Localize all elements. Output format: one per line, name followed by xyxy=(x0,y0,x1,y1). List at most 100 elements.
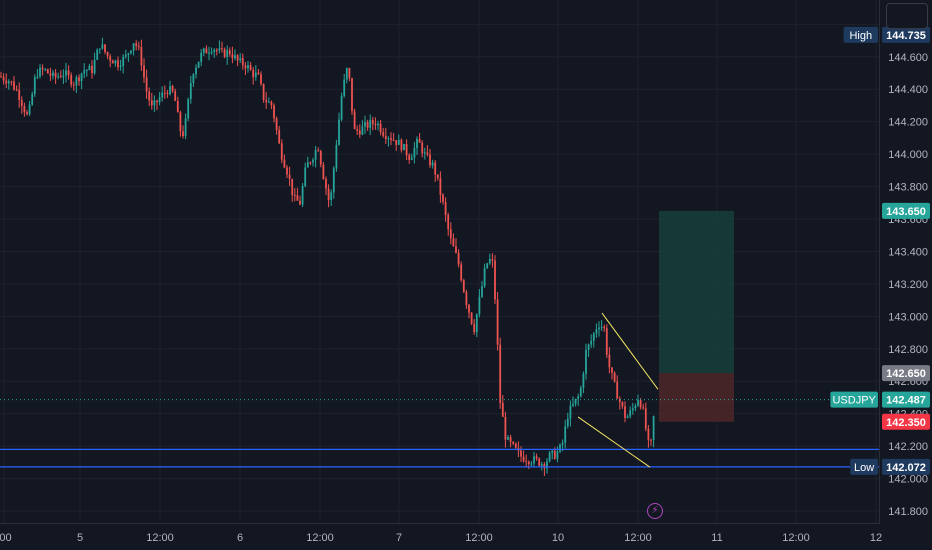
candle-body xyxy=(626,416,629,418)
candle-body xyxy=(67,70,70,76)
candle-body xyxy=(127,53,130,55)
candle-body xyxy=(444,201,447,216)
candle-body xyxy=(579,387,582,397)
candle-body xyxy=(62,75,65,78)
candle-body xyxy=(548,452,551,462)
candle-body xyxy=(533,456,535,464)
candle-body xyxy=(31,94,34,105)
candle-body xyxy=(228,50,231,55)
candle-body xyxy=(286,167,288,175)
candle-body xyxy=(163,92,166,94)
candle-body xyxy=(278,129,281,144)
candle-body xyxy=(514,443,517,448)
chart-settings-button[interactable] xyxy=(886,3,928,29)
candle-body xyxy=(223,49,226,58)
price-tick-label: 142.000 xyxy=(888,474,928,486)
candle-body xyxy=(33,77,36,95)
candle-body xyxy=(595,329,598,334)
lightning-icon[interactable]: ⚡ xyxy=(647,503,663,519)
candle-body xyxy=(322,164,325,179)
candle-body xyxy=(652,416,655,441)
time-tick-label: 12:00 xyxy=(782,532,810,544)
low-label-bg xyxy=(882,458,930,475)
candle-body xyxy=(585,350,587,374)
time-tick-label: 7 xyxy=(396,532,402,544)
candle-body xyxy=(475,314,478,333)
candle-body xyxy=(192,74,195,84)
candle-body xyxy=(135,43,138,46)
candle-body xyxy=(291,178,294,195)
candle-body xyxy=(65,70,67,76)
candle-body xyxy=(114,60,117,64)
low-label: 142.072 xyxy=(886,462,926,474)
high-label: 144.735 xyxy=(886,30,926,42)
candle-body xyxy=(174,91,177,101)
candle-body xyxy=(59,76,62,78)
candle-body xyxy=(231,54,234,59)
candle-body xyxy=(449,229,452,239)
current-price-label-prefix-bg xyxy=(830,391,878,408)
candle-body xyxy=(236,55,239,61)
candle-body xyxy=(215,49,218,51)
candle-body xyxy=(187,99,190,119)
candle-body xyxy=(353,111,356,130)
candle-body xyxy=(176,100,179,113)
candle-body xyxy=(169,86,171,95)
candle-body xyxy=(93,59,96,74)
candle-body xyxy=(104,44,106,52)
candle-body xyxy=(254,72,257,78)
candle-body xyxy=(171,86,174,92)
candle-body xyxy=(156,100,158,103)
price-axis[interactable] xyxy=(879,0,932,524)
candle-body xyxy=(36,76,39,78)
candle-body xyxy=(361,126,364,135)
candle-body xyxy=(252,70,255,78)
candle-body xyxy=(247,65,249,69)
candle-body xyxy=(356,129,359,131)
candle-body xyxy=(49,73,52,76)
candle-body xyxy=(150,100,153,106)
candle-body xyxy=(582,373,585,388)
wedge-upper-line xyxy=(601,312,659,390)
target-zone xyxy=(659,210,734,374)
price-tick-label: 141.800 xyxy=(888,506,928,518)
candle-body xyxy=(98,48,101,50)
candle-body xyxy=(608,354,611,368)
candle-body xyxy=(306,162,309,168)
candle-body xyxy=(644,408,647,429)
candle-body xyxy=(10,81,13,83)
time-tick-label: 12:00 xyxy=(624,532,652,544)
candle-body xyxy=(434,162,437,175)
price-tick-label: 142.800 xyxy=(888,344,928,356)
candle-body xyxy=(13,81,15,90)
candle-body xyxy=(109,56,112,61)
time-axis[interactable] xyxy=(0,523,880,550)
time-axis-ticks: :00 5 12:00 6 12:00 7 12:00 10 12:00 11 12:00 12 xyxy=(0,532,882,544)
candle-body xyxy=(598,327,600,330)
candle-body xyxy=(468,304,470,313)
candle-body xyxy=(78,77,80,82)
candle-body xyxy=(423,152,426,154)
grid-lines xyxy=(0,0,880,524)
stop-label-bg xyxy=(882,413,930,430)
candle-body xyxy=(275,118,278,130)
candle-body xyxy=(122,56,125,66)
candle-body xyxy=(410,157,413,160)
candle-body xyxy=(195,67,197,75)
candle-body xyxy=(473,323,476,333)
candle-body xyxy=(590,340,593,345)
candle-body xyxy=(208,52,210,54)
candle-body xyxy=(512,441,515,444)
candle-body xyxy=(205,48,208,54)
time-tick-label: 5 xyxy=(77,532,83,544)
low-label-prefix: Low xyxy=(854,462,874,474)
candle-body xyxy=(124,54,127,57)
candle-body xyxy=(491,258,494,261)
candle-body xyxy=(340,96,343,120)
candle-body xyxy=(20,99,23,107)
candle-body xyxy=(327,188,330,200)
candle-body xyxy=(520,450,522,457)
candle-body xyxy=(366,122,369,128)
candle-body xyxy=(488,258,491,264)
